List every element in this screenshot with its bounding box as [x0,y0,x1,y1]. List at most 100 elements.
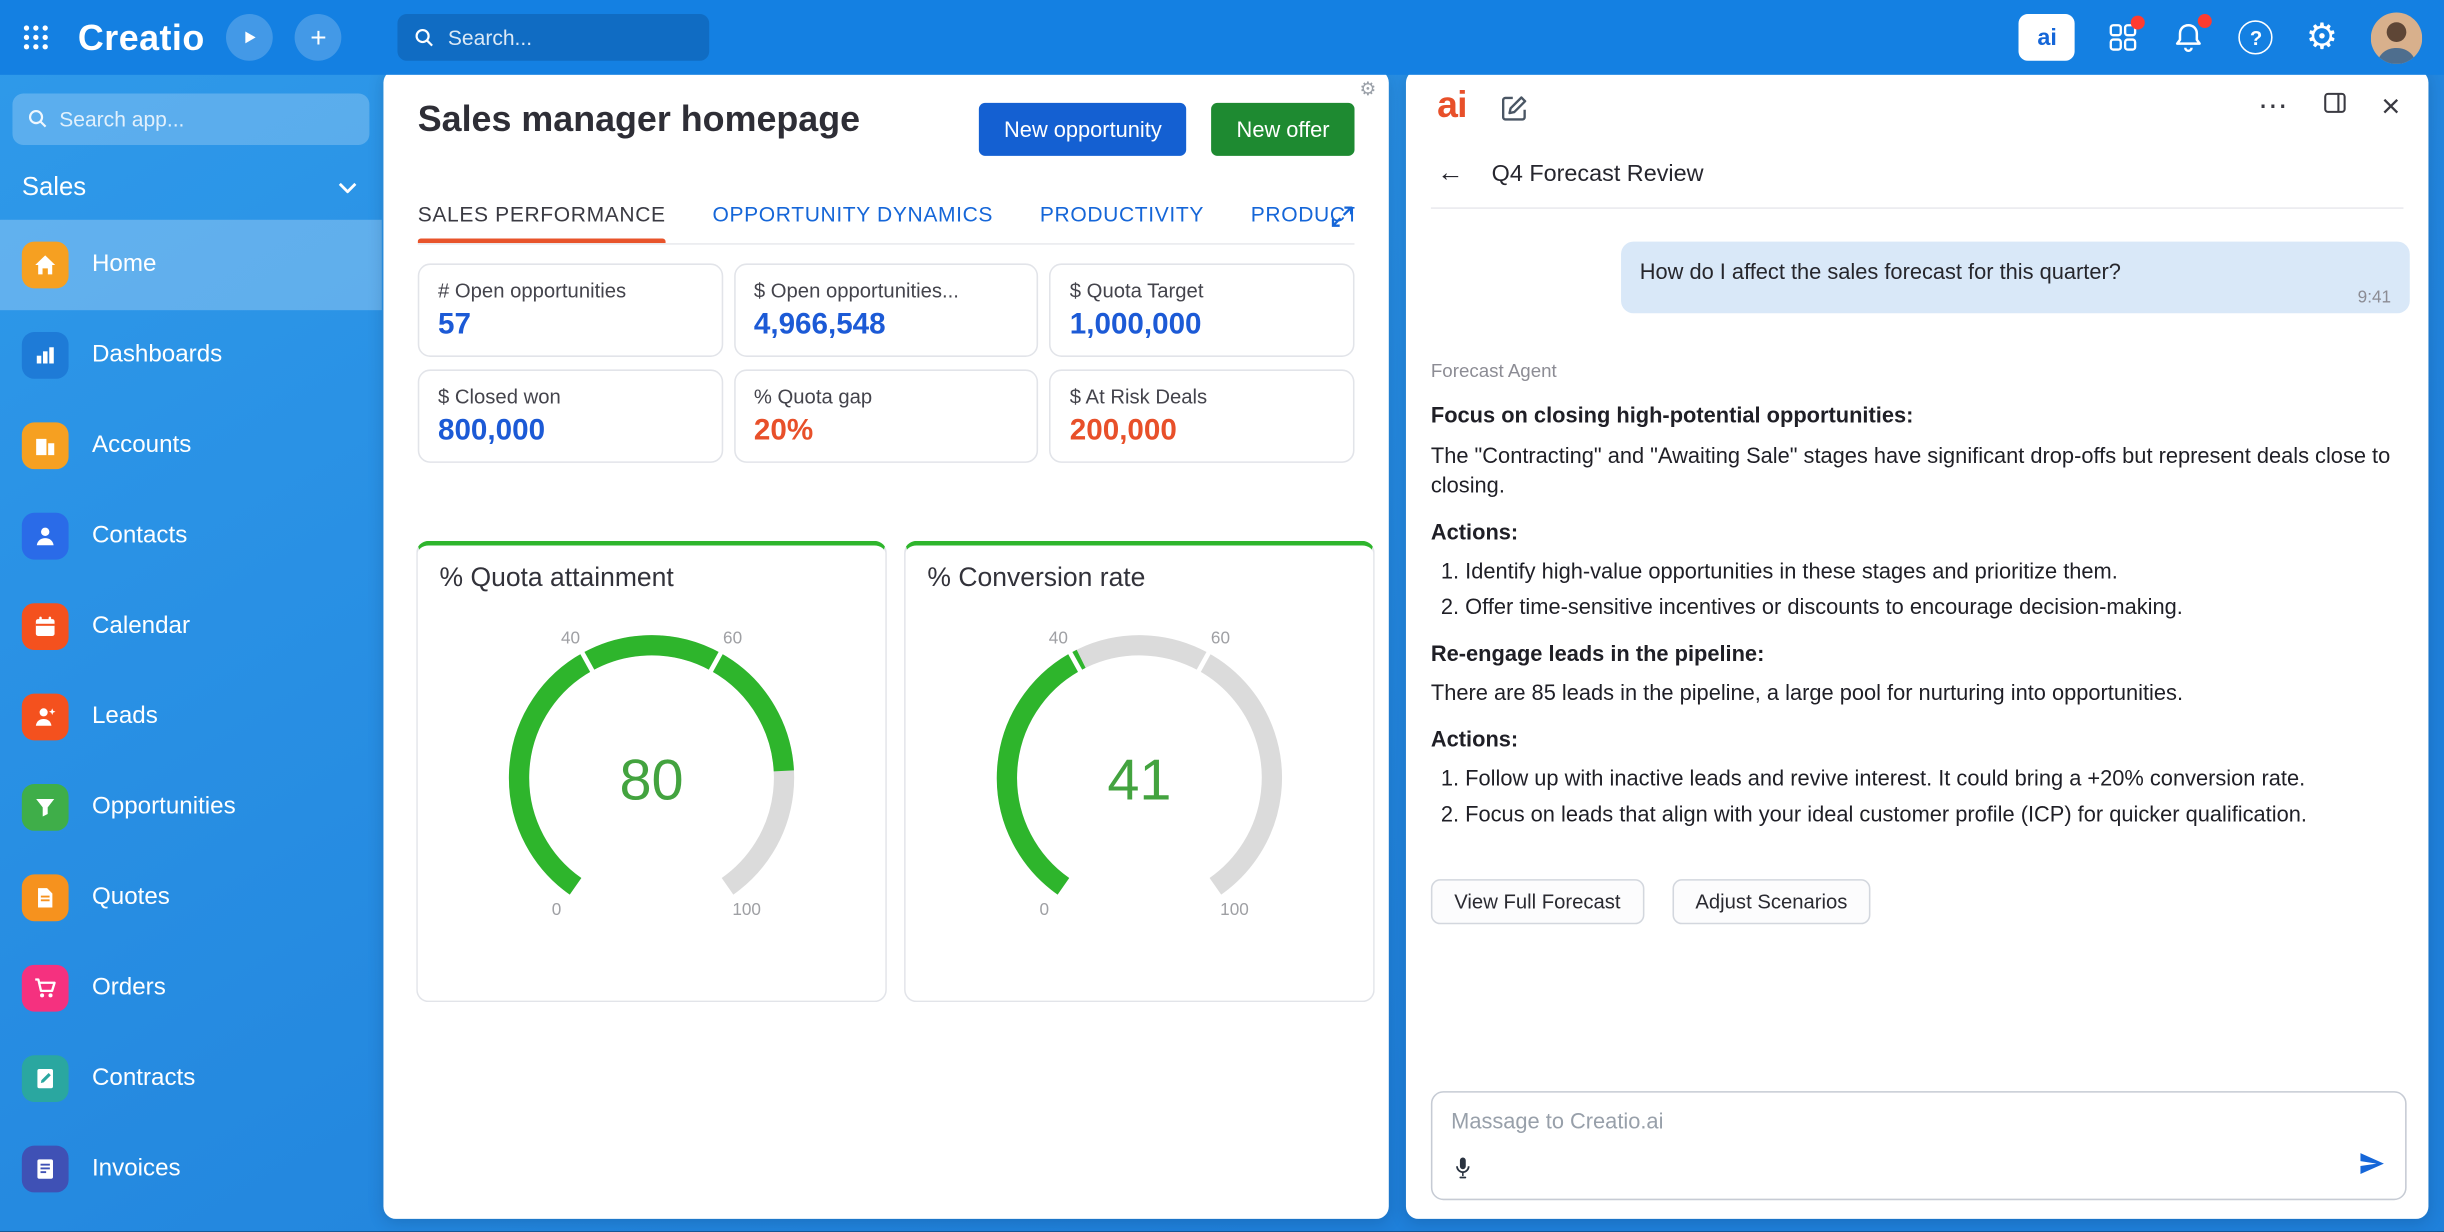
tab-product[interactable]: PRODUCT [1250,202,1355,227]
sidebar-item-orders[interactable]: Orders [0,943,382,1033]
tab-productivity[interactable]: PRODUCTIVITY [1039,202,1204,227]
more-options-icon[interactable]: ⋯ [2258,90,2288,124]
gauge-tick-label: 40 [561,628,580,648]
new-offer-button[interactable]: New offer [1211,102,1355,156]
metric-at-risk-deals: $ At Risk Deals 200,000 [1049,369,1355,463]
dashboards-icon [21,332,69,379]
sidebar-item-label: Dashboards [91,341,223,368]
chat-action-buttons: View Full Forecast Adjust Scenarios [1430,879,1871,925]
settings-button[interactable]: ⚙ [2306,19,2338,55]
sidebar-item-home[interactable]: Home [0,219,382,311]
contracts-icon [21,1055,69,1103]
workspace-selector[interactable]: Sales [0,154,382,219]
sidebar-item-invoices[interactable]: Invoices [0,1124,382,1214]
marketplace-button[interactable] [2108,15,2146,53]
agent-message: Focus on closing high-potential opportun… [1431,401,2407,846]
app-search-input[interactable] [12,93,370,145]
creatio-ai-logo: ai [1437,84,1467,127]
sidebar-item-label: Accounts [91,431,192,459]
chat-message-input[interactable] [1432,1092,2406,1162]
sidebar: Sales Home Dashboards Accounts [0,75,382,1232]
home-icon [21,241,69,289]
dashboard-settings-icon[interactable]: ⚙ [1359,77,1377,100]
agent-message-heading: Focus on closing high-potential opportun… [1430,402,1914,428]
workspace-label: Sales [21,172,87,201]
sidebar-item-label: Contracts [91,1064,196,1092]
sidebar-item-quotes[interactable]: Quotes [0,853,382,943]
sidebar-item-contacts[interactable]: Contacts [0,491,382,581]
notification-dot [2131,15,2146,30]
view-full-forecast-button[interactable]: View Full Forecast [1430,879,1644,925]
gauge-value: 41 [1107,749,1171,813]
gauge-tick-label: 0 [1040,899,1050,919]
new-chat-icon[interactable] [1499,94,1529,131]
sidebar-item-calendar[interactable]: Calendar [0,581,382,671]
contacts-icon [21,512,69,560]
invoices-icon [21,1145,69,1193]
metric-open-opportunities-amount: $ Open opportunities... 4,966,548 [733,263,1039,357]
sidebar-item-opportunities[interactable]: Opportunities [0,762,382,852]
dashboard-card: ⚙ Sales manager homepage New opportunity… [383,70,1389,1219]
global-search-input[interactable] [398,14,710,61]
sidebar-item-label: Leads [91,702,158,730]
notifications-button[interactable] [2172,14,2213,54]
metric-cards: # Open opportunities 57 $ Open opportuni… [417,263,1355,463]
back-icon[interactable]: ← [1437,157,1464,188]
creatio-ai-button[interactable]: ai [2019,14,2076,61]
user-avatar[interactable] [2370,11,2423,64]
orders-icon [21,964,69,1012]
notification-dot [2198,14,2213,29]
user-message-text: How do I affect the sales forecast for t… [1639,258,2121,284]
agent-message-paragraph: There are 85 leads in the pipeline, a la… [1430,679,2184,705]
list-item: Follow up with inactive leads and revive… [1465,764,2406,795]
list-item: Offer time-sensitive incentives or disco… [1465,592,2406,623]
tab-opportunity-dynamics[interactable]: OPPORTUNITY DYNAMICS [712,202,994,227]
close-icon[interactable]: × [2381,88,2401,125]
agent-actions-list: Identify high-value opportunities in the… [1465,557,2406,623]
gauge-tick-label: 60 [723,628,742,648]
chevron-down-icon [338,182,357,193]
sidebar-item-accounts[interactable]: Accounts [0,401,382,491]
header-buttons: New opportunity New offer [979,102,1355,156]
dashboard-tabs: SALES PERFORMANCE OPPORTUNITY DYNAMICS P… [417,192,1355,245]
opportunities-icon [21,784,69,831]
gauge-value-arc [996,649,1086,895]
sidebar-item-label: Calendar [91,612,191,640]
agent-message-actions-label: Actions: [1430,725,1519,751]
topbar-right-icons: ai ? ⚙ [2019,11,2423,64]
adjust-scenarios-button[interactable]: Adjust Scenarios [1671,879,1871,925]
play-button[interactable] [226,14,274,61]
avatar-image [2370,11,2423,64]
dock-panel-icon[interactable] [2322,90,2347,123]
gauge-tick-label: 100 [732,899,761,919]
metric-quota-target: $ Quota Target 1,000,000 [1049,263,1355,357]
agent-message-paragraph: The "Contracting" and "Awaiting Sale" st… [1430,442,2391,498]
agent-actions-list: Follow up with inactive leads and revive… [1465,764,2406,830]
expand-dashboard-icon[interactable] [1330,204,1355,237]
message-timestamp: 9:41 [2357,288,2392,308]
sidebar-item-contracts[interactable]: Contracts [0,1033,382,1123]
microphone-icon[interactable] [1451,1155,1474,1189]
new-opportunity-button[interactable]: New opportunity [979,102,1187,156]
gauge-title: % Conversion rate [927,562,1146,593]
user-message-bubble: How do I affect the sales forecast for t… [1621,241,2410,314]
sidebar-item-dashboards[interactable]: Dashboards [0,310,382,400]
send-icon[interactable] [2357,1149,2387,1186]
bell-icon [2176,24,2202,52]
leads-icon [21,693,69,741]
ai-chat-panel: ai ⋯ × ← Q4 Forecast Review How do I aff… [1405,70,2429,1219]
play-icon [245,31,257,44]
topbar: Creatio + ai ? ⚙ [0,0,2444,75]
page-title: Sales manager homepage [417,98,861,139]
help-button[interactable]: ? [2238,20,2274,55]
add-button[interactable]: + [295,14,342,61]
tab-sales-performance[interactable]: SALES PERFORMANCE [417,192,666,244]
sidebar-nav: Home Dashboards Accounts Contacts [0,219,382,1214]
gear-icon: ⚙ [2305,16,2339,57]
apps-menu-icon[interactable] [22,23,50,51]
sidebar-item-leads[interactable]: Leads [0,672,382,762]
gauge-tick-marks [578,648,725,676]
gauge-tick-label: 60 [1211,628,1230,648]
sidebar-item-label: Home [91,250,157,278]
